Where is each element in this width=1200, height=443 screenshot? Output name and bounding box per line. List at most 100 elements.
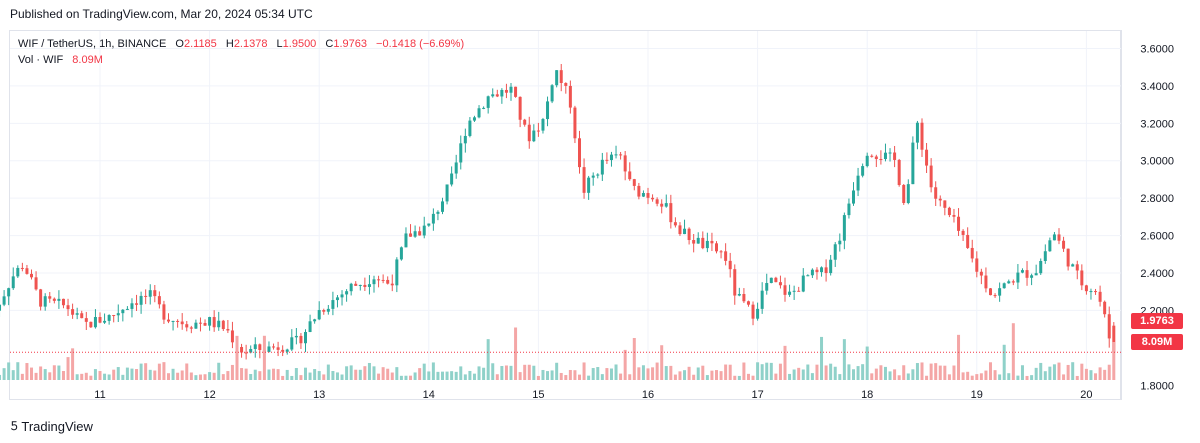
y-tick-label: 2.6000 <box>1140 231 1174 243</box>
volume-bar <box>1007 373 1011 380</box>
candle-body <box>203 322 207 326</box>
candle-body <box>25 268 29 274</box>
volume-bar <box>267 369 271 380</box>
candle-body <box>472 117 476 121</box>
candle-body <box>367 284 371 287</box>
volume-bar <box>98 371 102 380</box>
candle-body <box>212 317 216 328</box>
volume-bar <box>180 370 184 380</box>
volume-bar <box>299 375 303 380</box>
candle-body <box>701 237 705 249</box>
candle-body <box>970 247 974 259</box>
candle-body <box>797 290 801 292</box>
volume-bar <box>765 362 769 380</box>
volume-bar <box>427 371 431 380</box>
volume-bar <box>80 373 84 380</box>
candle-body <box>144 295 148 297</box>
candle-body <box>893 152 897 160</box>
candle-body <box>441 201 444 212</box>
candle-body <box>135 303 139 305</box>
candle-body <box>1103 301 1107 315</box>
volume-bar <box>203 374 207 380</box>
volume-bar <box>93 369 97 380</box>
volume-bar <box>75 374 79 380</box>
candle-body <box>998 288 1002 296</box>
volume-bar <box>559 372 563 380</box>
candle-body <box>573 107 577 139</box>
volume-bar <box>568 369 572 380</box>
candle-body <box>436 211 440 214</box>
candle-body <box>30 273 33 278</box>
volume-bar <box>1107 364 1111 380</box>
candle-body <box>742 294 746 302</box>
candle-body <box>660 203 664 207</box>
open-value: 2.1185 <box>183 38 217 50</box>
volume-bar <box>993 370 997 380</box>
volume-bar <box>495 374 499 380</box>
candle-body <box>1002 283 1006 289</box>
candle-body <box>546 101 550 120</box>
candle-body <box>788 291 792 295</box>
candle-body <box>614 154 618 156</box>
volume-bar <box>820 336 824 380</box>
volume-bar <box>984 370 988 380</box>
candle-body <box>272 346 276 348</box>
candle-body <box>993 295 997 297</box>
volume-bar <box>313 369 317 380</box>
volume-bar <box>774 373 778 380</box>
volume-bar <box>11 370 15 380</box>
volume-bar <box>527 364 531 380</box>
volume-bar <box>340 374 344 380</box>
volume-bar <box>623 349 627 380</box>
candle-body <box>824 267 828 274</box>
volume-bar <box>130 368 134 380</box>
candle-body <box>568 85 572 108</box>
volume-bar <box>148 369 152 380</box>
volume-bar <box>756 362 760 380</box>
high-value: 2.1378 <box>233 38 268 50</box>
volume-bar <box>157 363 161 380</box>
volume-bar <box>546 371 550 380</box>
volume-bar <box>308 372 312 380</box>
volume-bar <box>367 362 371 380</box>
candle-body <box>326 308 330 312</box>
candle-body <box>683 228 687 235</box>
volume-bar <box>43 369 47 380</box>
volume-bar <box>1057 362 1061 380</box>
candle-body <box>1057 234 1061 241</box>
candle-body <box>801 275 805 292</box>
volume-bar <box>317 371 321 380</box>
chart-pane[interactable] <box>9 30 1121 400</box>
volume-bar <box>847 364 851 380</box>
volume-bar <box>25 363 29 380</box>
candle-body <box>1020 270 1024 273</box>
volume-bar <box>1039 362 1043 380</box>
volume-bar <box>1080 363 1084 380</box>
volume-bar <box>902 365 906 380</box>
volume-bar <box>30 367 33 380</box>
candle-body <box>180 321 184 325</box>
candle-body <box>504 89 508 93</box>
chart-legend: WIF / TetherUS, 1h, BINANCE O2.1185 H2.1… <box>18 36 464 68</box>
candle-body <box>454 162 458 174</box>
candle-body <box>920 122 924 150</box>
volume-bar <box>943 365 947 380</box>
volume-bar <box>322 374 326 380</box>
candle-body <box>724 251 728 261</box>
candle-body <box>404 233 408 248</box>
footer-brand[interactable]: 𝟻 TradingView <box>10 418 93 434</box>
volume-label[interactable]: Vol · WIF <box>18 54 64 66</box>
symbol-label[interactable]: WIF / TetherUS, 1h, BINANCE <box>18 38 167 50</box>
volume-bar <box>605 368 609 380</box>
volume-bar <box>810 373 814 380</box>
volume-bar <box>381 367 385 380</box>
candle-body <box>947 207 951 216</box>
volume-bar <box>660 345 664 380</box>
candle-body <box>20 267 24 269</box>
x-tick-label: 19 <box>971 389 983 401</box>
y-tick-label: 2.8000 <box>1140 193 1174 205</box>
candle-body <box>349 283 353 292</box>
volume-bar <box>751 375 755 380</box>
candle-body <box>555 70 559 86</box>
volume-bar <box>664 366 668 380</box>
